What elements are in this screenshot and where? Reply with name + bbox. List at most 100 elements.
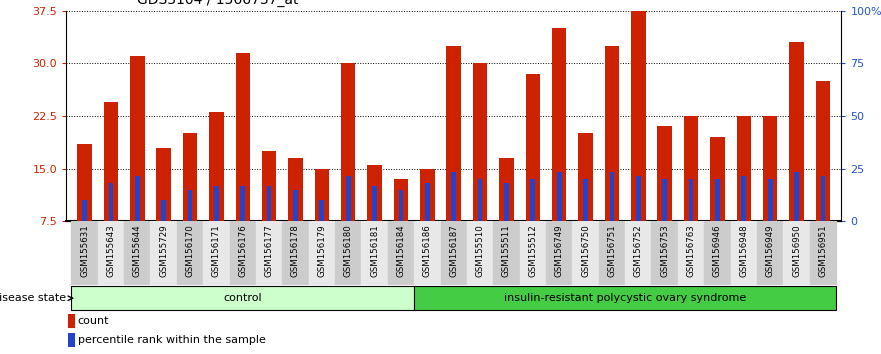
- Bar: [71, 221, 98, 285]
- Bar: [663, 179, 667, 221]
- Bar: [335, 221, 361, 285]
- Text: GSM156176: GSM156176: [238, 224, 248, 277]
- Text: GSM156186: GSM156186: [423, 224, 432, 277]
- Bar: [704, 221, 730, 285]
- Bar: [388, 221, 414, 285]
- Bar: [130, 56, 144, 221]
- Bar: [68, 333, 75, 347]
- Text: GSM156949: GSM156949: [766, 224, 774, 277]
- Bar: [209, 113, 224, 221]
- Bar: [367, 165, 381, 221]
- Bar: [794, 172, 799, 221]
- Bar: [789, 42, 803, 221]
- Bar: [78, 144, 92, 221]
- Bar: [631, 11, 646, 221]
- Bar: [68, 314, 75, 328]
- Bar: [757, 221, 783, 285]
- Bar: [610, 172, 614, 221]
- Text: GSM156948: GSM156948: [739, 224, 748, 277]
- Bar: [188, 190, 192, 221]
- Text: GSM156187: GSM156187: [449, 224, 458, 277]
- Bar: [626, 221, 651, 285]
- Text: GSM155510: GSM155510: [476, 224, 485, 277]
- Bar: [398, 190, 403, 221]
- Bar: [684, 116, 699, 221]
- Text: GSM156170: GSM156170: [186, 224, 195, 277]
- Bar: [467, 221, 493, 285]
- Bar: [500, 158, 514, 221]
- Bar: [82, 200, 87, 221]
- Bar: [394, 179, 408, 221]
- Text: GSM156180: GSM156180: [344, 224, 352, 277]
- Text: GSM156951: GSM156951: [818, 224, 827, 277]
- Bar: [361, 221, 388, 285]
- Bar: [124, 221, 151, 285]
- Bar: [373, 186, 377, 221]
- Bar: [425, 183, 430, 221]
- Bar: [341, 63, 356, 221]
- Bar: [293, 190, 298, 221]
- Text: count: count: [78, 316, 109, 326]
- Bar: [98, 221, 124, 285]
- Bar: [530, 179, 535, 221]
- Bar: [420, 169, 434, 221]
- Text: insulin-resistant polycystic ovary syndrome: insulin-resistant polycystic ovary syndr…: [504, 293, 746, 303]
- Text: GSM156752: GSM156752: [633, 224, 643, 277]
- Bar: [557, 172, 561, 221]
- Text: GSM156750: GSM156750: [581, 224, 590, 277]
- Text: GSM156179: GSM156179: [317, 224, 326, 277]
- Bar: [810, 221, 836, 285]
- Bar: [104, 102, 118, 221]
- Bar: [214, 186, 218, 221]
- Bar: [763, 116, 777, 221]
- Bar: [636, 176, 640, 221]
- Bar: [414, 221, 440, 285]
- Text: percentile rank within the sample: percentile rank within the sample: [78, 335, 265, 345]
- Text: GSM156171: GSM156171: [212, 224, 221, 277]
- Text: GSM156184: GSM156184: [396, 224, 405, 277]
- Text: disease state: disease state: [0, 293, 72, 303]
- Bar: [288, 158, 303, 221]
- Bar: [346, 176, 351, 221]
- Bar: [599, 221, 626, 285]
- Bar: [493, 221, 520, 285]
- Bar: [151, 221, 177, 285]
- Bar: [604, 46, 619, 221]
- Text: GSM155512: GSM155512: [529, 224, 537, 277]
- Bar: [71, 286, 414, 310]
- Bar: [135, 176, 140, 221]
- Bar: [651, 221, 677, 285]
- Text: GSM155511: GSM155511: [502, 224, 511, 277]
- Bar: [157, 148, 171, 221]
- Bar: [262, 151, 277, 221]
- Bar: [267, 186, 271, 221]
- Bar: [256, 221, 282, 285]
- Bar: [689, 179, 693, 221]
- Bar: [308, 221, 335, 285]
- Bar: [440, 221, 467, 285]
- Bar: [520, 221, 546, 285]
- Bar: [820, 176, 825, 221]
- Bar: [235, 53, 250, 221]
- Text: GSM155631: GSM155631: [80, 224, 89, 277]
- Text: GSM156751: GSM156751: [607, 224, 617, 277]
- Bar: [737, 116, 751, 221]
- Bar: [710, 137, 725, 221]
- Bar: [730, 221, 757, 285]
- Bar: [204, 221, 230, 285]
- Text: GSM156181: GSM156181: [370, 224, 379, 277]
- Text: GSM156749: GSM156749: [555, 224, 564, 277]
- Text: GSM156178: GSM156178: [291, 224, 300, 277]
- Text: GSM156950: GSM156950: [792, 224, 801, 277]
- Bar: [742, 176, 746, 221]
- Bar: [583, 179, 588, 221]
- Bar: [230, 221, 256, 285]
- Bar: [315, 169, 329, 221]
- Bar: [552, 28, 566, 221]
- Bar: [816, 81, 830, 221]
- Bar: [526, 74, 540, 221]
- Bar: [177, 221, 204, 285]
- Text: control: control: [224, 293, 262, 303]
- Text: GSM156753: GSM156753: [660, 224, 670, 277]
- Bar: [241, 186, 245, 221]
